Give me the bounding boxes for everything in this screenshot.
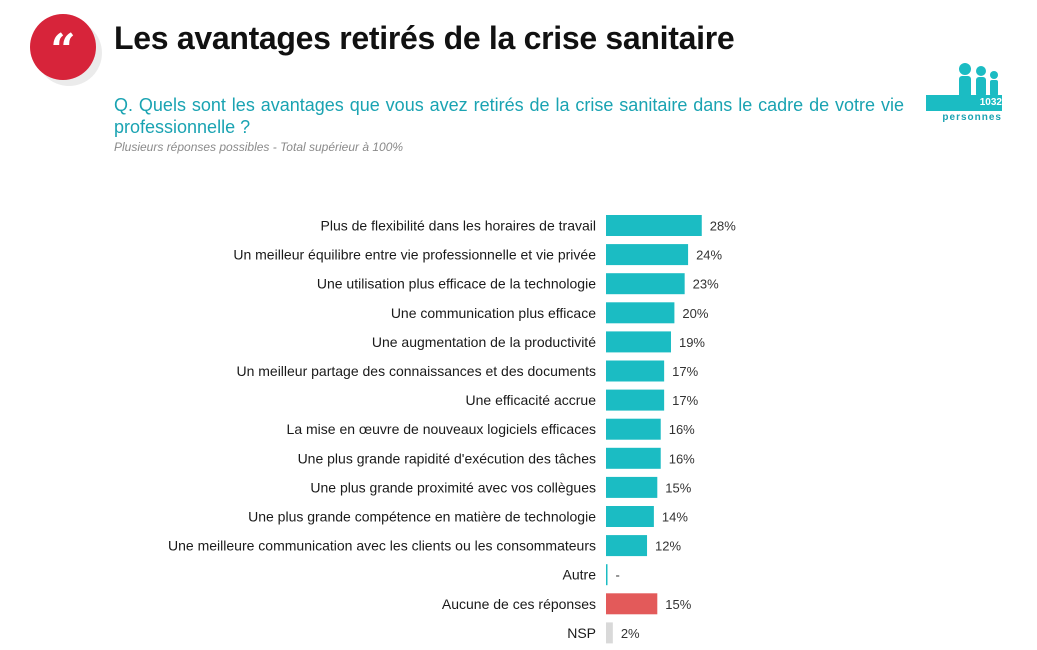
bar bbox=[606, 593, 658, 615]
bar bbox=[606, 506, 654, 527]
data-label: 20% bbox=[682, 306, 708, 321]
category-label: NSP bbox=[567, 625, 596, 641]
data-label: 15% bbox=[665, 597, 691, 612]
data-label: 14% bbox=[662, 510, 688, 525]
data-label: 2% bbox=[621, 626, 640, 641]
category-label: Une utilisation plus efficace de la tech… bbox=[317, 276, 596, 292]
bar bbox=[606, 418, 661, 440]
data-label: 17% bbox=[672, 364, 698, 379]
data-label: 16% bbox=[669, 422, 695, 437]
category-label: Une plus grande compétence en matière de… bbox=[248, 509, 596, 525]
data-label: 23% bbox=[693, 277, 719, 292]
survey-note: Plusieurs réponses possibles - Total sup… bbox=[114, 140, 404, 154]
data-label: - bbox=[616, 568, 620, 583]
category-label: Une efficacité accrue bbox=[466, 392, 597, 408]
bar bbox=[606, 331, 671, 353]
data-label: 12% bbox=[655, 539, 681, 554]
bar-chart: Plus de flexibilité dans les horaires de… bbox=[168, 215, 736, 644]
sample-count: 1032 bbox=[979, 97, 1002, 108]
data-label: 24% bbox=[696, 248, 722, 263]
bar bbox=[606, 447, 661, 469]
page-title: Les avantages retirés de la crise sanita… bbox=[114, 20, 735, 56]
category-label: La mise en œuvre de nouveaux logiciels e… bbox=[287, 421, 596, 437]
category-label: Une communication plus efficace bbox=[391, 305, 596, 321]
people-icon bbox=[926, 63, 1002, 111]
quote-logo-icon: “ bbox=[30, 14, 96, 80]
data-label: 17% bbox=[672, 393, 698, 408]
bar bbox=[606, 535, 648, 557]
sample-size-badge: 1032 personnes bbox=[926, 62, 1002, 124]
sample-unit: personnes bbox=[942, 112, 1002, 123]
bar bbox=[606, 476, 658, 498]
survey-question: Q. Quels sont les avantages que vous ave… bbox=[114, 95, 904, 137]
bar bbox=[606, 360, 665, 382]
data-label: 16% bbox=[669, 451, 695, 466]
category-label: Une plus grande proximité avec vos collè… bbox=[310, 479, 596, 495]
data-label: 15% bbox=[665, 480, 691, 495]
category-label: Un meilleur équilibre entre vie professi… bbox=[233, 247, 596, 263]
category-label: Un meilleur partage des connaissances et… bbox=[236, 363, 596, 379]
category-label: Une augmentation de la productivité bbox=[372, 334, 596, 350]
data-label: 28% bbox=[710, 219, 736, 234]
category-label: Autre bbox=[563, 567, 597, 583]
bar bbox=[606, 244, 689, 266]
bar bbox=[606, 302, 675, 324]
category-label: Une meilleure communication avec les cli… bbox=[168, 538, 596, 554]
category-label: Plus de flexibilité dans les horaires de… bbox=[321, 218, 596, 234]
data-label: 19% bbox=[679, 335, 705, 350]
category-label: Aucune de ces réponses bbox=[442, 596, 596, 612]
category-label: Une plus grande rapidité d'exécution des… bbox=[298, 450, 596, 466]
bar bbox=[606, 622, 613, 644]
bar bbox=[606, 215, 702, 236]
bar bbox=[606, 273, 685, 295]
quote-glyph: “ bbox=[50, 25, 76, 76]
bar bbox=[606, 389, 665, 411]
bar bbox=[606, 564, 608, 586]
